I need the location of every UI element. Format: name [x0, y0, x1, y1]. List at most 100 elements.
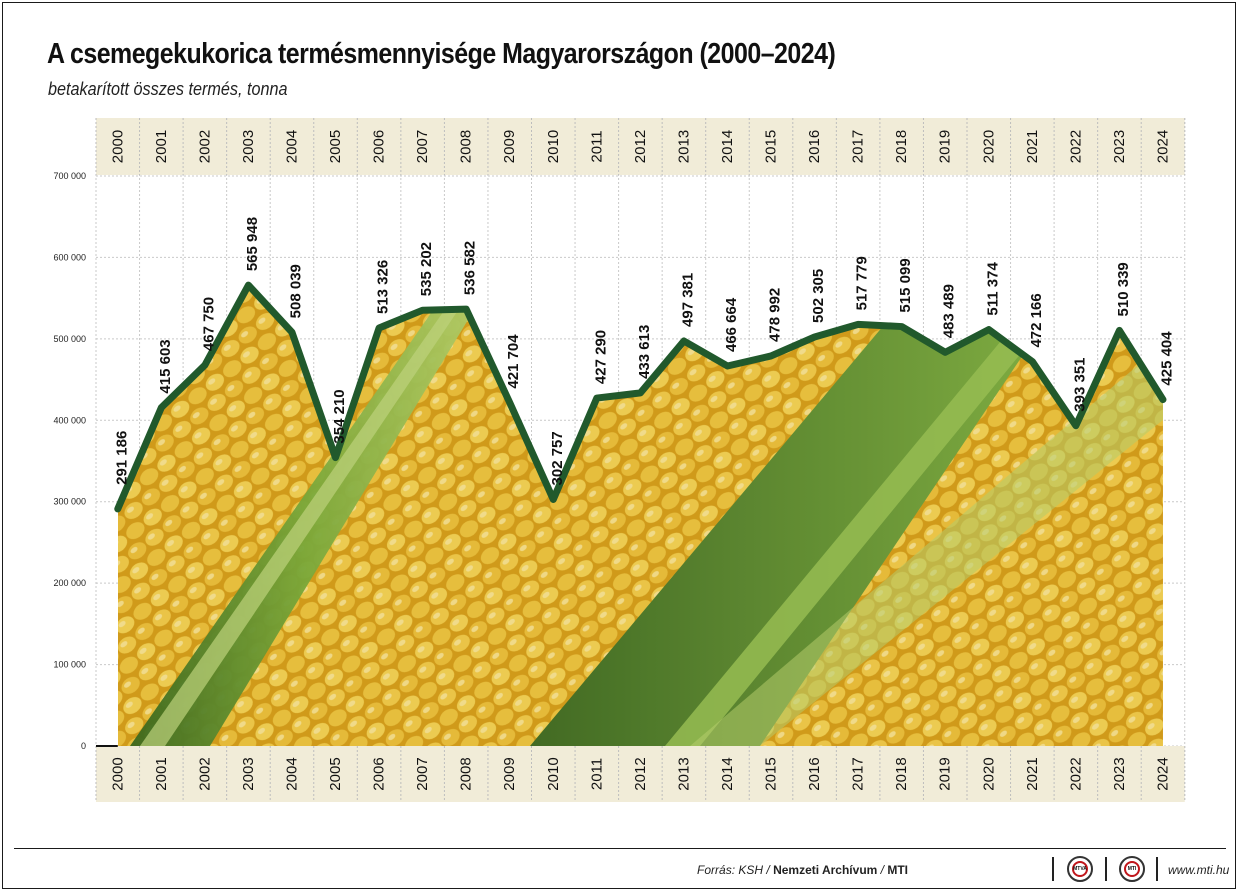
x-tick-label-top: 2009	[501, 130, 518, 163]
x-tick-label-top: 2001	[153, 130, 170, 163]
x-tick-label-top: 2008	[458, 130, 475, 163]
mtva-logo-text: MTVA	[1072, 861, 1088, 877]
data-label: 425 404	[1158, 331, 1175, 386]
y-tick-label: 0	[81, 741, 86, 751]
data-label: 517 779	[854, 256, 871, 310]
data-label: 515 099	[897, 258, 914, 312]
y-tick-label: 200 000	[53, 578, 86, 588]
data-label: 472 166	[1028, 293, 1045, 347]
source-mti: MTI	[887, 863, 908, 877]
data-label: 467 750	[200, 297, 217, 351]
y-tick-label: 500 000	[53, 334, 86, 344]
data-label: 427 290	[592, 330, 609, 384]
chart-subtitle: betakarított összes termés, tonna	[48, 79, 288, 99]
x-tick-label-top: 2010	[545, 130, 562, 163]
x-tick-label-top: 2012	[632, 130, 649, 163]
x-tick-label-bottom: 2016	[806, 757, 823, 790]
data-label: 502 305	[810, 269, 827, 323]
x-tick-label-bottom: 2008	[458, 757, 475, 790]
x-tick-label-bottom: 2013	[675, 757, 692, 790]
x-axis-top-labels: 2000 2001 2002 2003 2004 2005 2006 2007 2008 2009…	[109, 130, 1171, 163]
y-tick-label: 300 000	[53, 497, 86, 507]
source-archive: Nemzeti Archívum	[773, 863, 878, 877]
data-label: 421 704	[505, 334, 522, 389]
x-tick-label-bottom: 2004	[283, 757, 300, 790]
chart-title: A csemegekukorica termésmennyisége Magya…	[47, 38, 836, 70]
data-label: 302 757	[549, 431, 566, 485]
bottom-year-band	[96, 746, 1185, 802]
x-tick-label-top: 2020	[980, 130, 997, 163]
data-label: 466 664	[723, 297, 740, 352]
data-label: 354 210	[331, 389, 348, 443]
x-tick-label-bottom: 2010	[545, 757, 562, 790]
footer-separator	[1105, 857, 1107, 881]
data-label: 415 603	[157, 339, 174, 393]
footer-separator	[1156, 857, 1158, 881]
y-tick-label: 600 000	[53, 252, 86, 262]
x-tick-label-bottom: 2021	[1024, 757, 1041, 790]
x-tick-label-bottom: 2002	[196, 757, 213, 790]
footer: Forrás: KSH / Nemzeti Archívum / MTI MTV…	[0, 853, 1240, 889]
source-prefix: Forrás: KSH /	[697, 863, 774, 877]
x-tick-label-top: 2024	[1154, 130, 1171, 163]
x-tick-label-top: 2011	[588, 130, 605, 162]
top-year-band	[96, 118, 1185, 175]
x-tick-label-bottom: 2006	[371, 757, 388, 790]
data-label: 291 186	[113, 431, 130, 485]
footer-rule	[14, 848, 1226, 849]
data-labels: 291 186 415 603 467 750 565 948 508 039 354 2…	[113, 217, 1175, 486]
data-label: 513 326	[375, 260, 392, 314]
x-axis-bottom-labels: 2000 2001 2002 2003 2004 2005 2006 2007 2008 2009…	[109, 757, 1171, 790]
data-label: 508 039	[287, 264, 304, 318]
data-label: 478 992	[767, 288, 784, 342]
x-tick-label-top: 2018	[893, 130, 910, 163]
mtva-logo: MTVA	[1067, 856, 1093, 882]
data-label: 536 582	[462, 241, 479, 295]
data-label: 483 489	[941, 284, 958, 338]
data-label: 393 351	[1071, 357, 1088, 411]
x-tick-label-bottom: 2005	[327, 757, 344, 790]
y-axis-ticks: 0 100 000 200 000 300 000 400 000 500 000 600 …	[53, 171, 86, 751]
x-tick-label-bottom: 2003	[240, 757, 257, 790]
y-tick-label: 100 000	[53, 660, 86, 670]
source-credit: Forrás: KSH / Nemzeti Archívum / MTI	[697, 863, 908, 877]
x-tick-label-top: 2021	[1024, 130, 1041, 163]
mti-logo-text: MTI	[1124, 861, 1140, 877]
x-tick-label-top: 2017	[850, 130, 867, 163]
data-label: 433 613	[636, 325, 653, 379]
website-link[interactable]: www.mti.hu	[1168, 863, 1230, 877]
x-tick-label-bottom: 2014	[719, 757, 736, 790]
x-tick-label-bottom: 2022	[1067, 757, 1084, 790]
x-tick-label-bottom: 2000	[109, 757, 126, 790]
footer-separator	[1052, 857, 1054, 881]
x-tick-label-bottom: 2001	[153, 757, 170, 790]
x-tick-label-top: 2005	[327, 130, 344, 163]
x-tick-label-top: 2003	[240, 130, 257, 163]
x-tick-label-bottom: 2024	[1154, 757, 1171, 790]
x-tick-label-top: 2002	[196, 130, 213, 163]
x-tick-label-bottom: 2012	[632, 757, 649, 790]
x-tick-label-top: 2016	[806, 130, 823, 163]
data-label: 497 381	[679, 273, 696, 327]
x-tick-label-top: 2007	[414, 130, 431, 163]
x-tick-label-bottom: 2011	[588, 758, 605, 790]
data-label: 565 948	[244, 217, 261, 271]
x-tick-label-bottom: 2015	[763, 757, 780, 790]
x-tick-label-top: 2000	[109, 130, 126, 163]
x-tick-label-top: 2019	[937, 130, 954, 163]
y-tick-label: 700 000	[53, 171, 86, 181]
x-tick-label-top: 2022	[1067, 130, 1084, 163]
y-tick-label: 400 000	[53, 415, 86, 425]
x-tick-label-top: 2004	[283, 130, 300, 163]
x-tick-label-top: 2014	[719, 130, 736, 163]
x-tick-label-top: 2015	[763, 130, 780, 163]
data-label: 511 374	[984, 262, 1001, 316]
x-tick-label-bottom: 2020	[980, 757, 997, 790]
series-line	[114, 281, 1167, 513]
x-tick-label-bottom: 2018	[893, 757, 910, 790]
x-tick-label-top: 2013	[675, 130, 692, 163]
x-tick-label-bottom: 2023	[1111, 757, 1128, 790]
mti-logo: MTI	[1119, 856, 1145, 882]
